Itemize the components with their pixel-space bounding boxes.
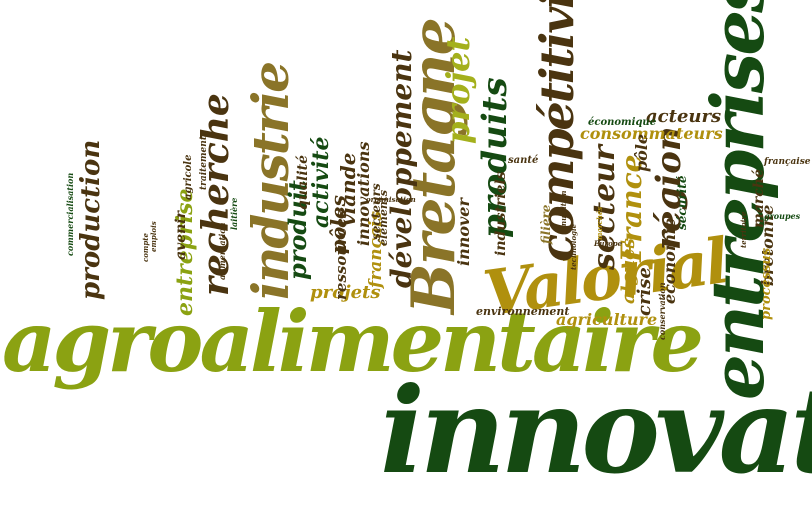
- word-developpement: développement: [385, 49, 418, 289]
- word-europe: Europe: [594, 239, 623, 248]
- word-environnement: environnement: [476, 305, 570, 318]
- word-commercialisation: commercialisation: [65, 172, 75, 256]
- word-technologie: technologie: [569, 223, 578, 270]
- word-avenir: avenir: [173, 211, 189, 260]
- word-processus: processus: [759, 247, 774, 320]
- word-projets: projets: [310, 282, 381, 303]
- word-territoire: territoire: [739, 211, 748, 248]
- word-sante: santé: [508, 155, 539, 166]
- word-filiere: filière: [539, 204, 553, 244]
- word-agriculture: agriculture: [556, 310, 658, 329]
- word-compte: compte: [141, 233, 150, 262]
- word-laitiere: laitière: [229, 197, 239, 230]
- word-economique: économique: [588, 117, 657, 128]
- word-industriels: industriels: [493, 171, 509, 256]
- word-groupes: groupes: [764, 211, 801, 221]
- word-acteurs: acteurs: [646, 106, 722, 127]
- word-traitements: traitements: [199, 130, 209, 190]
- word-nutrition: nutrition: [559, 190, 568, 226]
- word-innovation: innovation: [380, 361, 812, 500]
- word-projet: projet: [439, 36, 477, 144]
- word-agricole: agricole: [183, 154, 194, 200]
- word-marches: marchés: [595, 206, 604, 240]
- word-qualite: qualité: [295, 154, 311, 210]
- word-emplois: emplois: [149, 221, 158, 252]
- word-recherche: recherche: [195, 93, 237, 296]
- word-ressources: ressources: [332, 209, 350, 300]
- word-innover: innover: [454, 198, 473, 266]
- word-agroalimentaire: agroalimentaire: [2, 292, 704, 391]
- word-organisation: organisation: [366, 195, 416, 204]
- word-securite: sécurité: [675, 175, 689, 230]
- word-crise: crise: [634, 267, 655, 316]
- word-conservation: conservation: [657, 282, 667, 340]
- word-consommateurs: consommateurs: [580, 124, 723, 143]
- word-production: production: [76, 139, 106, 300]
- word-alimentation: alimentation: [217, 222, 227, 280]
- word-francaise: française: [764, 157, 811, 167]
- word-pole: pôle: [632, 133, 651, 172]
